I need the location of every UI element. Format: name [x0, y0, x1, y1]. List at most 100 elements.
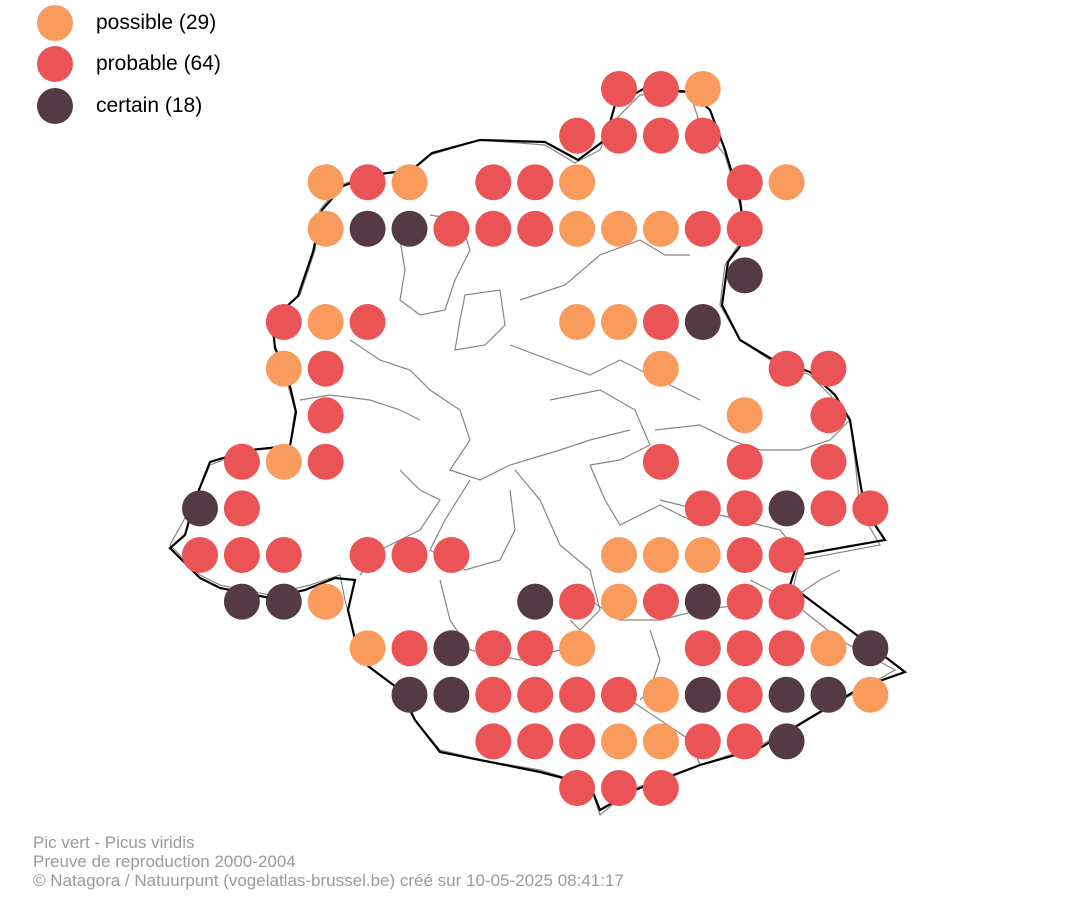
dot-possible [559, 630, 596, 667]
commune-boundary [514, 469, 601, 631]
dot-probable [601, 770, 637, 806]
dot-possible [684, 71, 721, 107]
dot-probable [684, 630, 721, 667]
legend-label-probable: probable (64) [96, 52, 221, 76]
map-caption: Pic vert - Picus viridis Preuve de repro… [33, 833, 624, 890]
dot-possible [768, 164, 805, 201]
dot-probable [684, 117, 721, 154]
dot-probable [601, 676, 637, 713]
dot-probable [601, 117, 637, 154]
dot-certain [433, 676, 470, 713]
dot-probable [265, 304, 302, 340]
dot-certain [684, 304, 721, 340]
dot-possible [601, 723, 637, 760]
dot-certain [265, 583, 302, 620]
dot-probable [349, 304, 386, 340]
dot-possible [642, 676, 679, 713]
legend-swatch-probable [37, 46, 73, 83]
dot-probable [642, 443, 679, 480]
dot-probable [517, 723, 554, 760]
dot-certain [349, 210, 386, 247]
dot-probable [517, 630, 554, 667]
legend-label-possible: possible (29) [96, 10, 217, 34]
commune-boundary [519, 239, 690, 301]
caption-credit: © Natagora / Natuurpunt (vogelatlas-brus… [33, 871, 624, 890]
dot-probable [642, 304, 679, 340]
dot-possible [810, 630, 847, 667]
commune-boundary [589, 464, 691, 526]
legend-item-probable: probable (64) [37, 44, 221, 86]
dot-probable [726, 537, 763, 573]
dot-probable [223, 490, 260, 527]
legend: possible (29) probable (64) certain (18) [37, 2, 221, 127]
dot-probable [307, 350, 344, 387]
legend-swatch-possible [37, 4, 73, 41]
commune-boundary [449, 409, 631, 481]
commune-boundary [429, 479, 516, 571]
dot-probable [684, 723, 721, 760]
commune-boundary [349, 339, 461, 411]
dot-possible [307, 164, 344, 201]
dot-probable [559, 676, 596, 713]
dot-possible [601, 537, 637, 573]
dot-possible [684, 537, 721, 573]
dot-certain [684, 676, 721, 713]
dot-probable [852, 490, 889, 527]
commune-boundary [454, 289, 506, 351]
commune-boundary [654, 419, 851, 451]
dot-possible [265, 350, 302, 387]
legend-swatch-certain [37, 87, 73, 124]
caption-subtitle: Preuve de reproduction 2000-2004 [33, 852, 296, 871]
dot-probable [517, 210, 554, 247]
dot-probable [726, 210, 763, 247]
dot-probable [307, 397, 344, 434]
dot-certain [433, 630, 470, 667]
dot-probable [349, 537, 386, 573]
dot-possible [642, 350, 679, 387]
dot-probable [559, 583, 596, 620]
dot-probable [475, 630, 512, 667]
dot-probable [475, 210, 512, 247]
dot-certain [684, 583, 721, 620]
dot-probable [475, 676, 512, 713]
dot-possible [642, 210, 679, 247]
dot-certain [182, 490, 218, 527]
dot-certain [223, 583, 260, 620]
dot-certain [768, 723, 805, 760]
dot-probable [182, 537, 218, 573]
dot-probable [810, 397, 847, 434]
dot-probable [642, 117, 679, 154]
legend-item-certain: certain (18) [37, 85, 221, 127]
dot-probable [559, 117, 596, 154]
dot-possible [559, 164, 596, 201]
dot-possible [642, 723, 679, 760]
dot-certain [768, 490, 805, 527]
dot-probable [559, 770, 596, 806]
dot-probable [517, 164, 554, 201]
dot-possible [559, 304, 596, 340]
dot-probable [726, 676, 763, 713]
dot-certain [517, 583, 554, 620]
dot-certain [768, 676, 805, 713]
dot-possible [726, 397, 763, 434]
dot-probable [601, 71, 637, 107]
dot-probable [726, 630, 763, 667]
dot-probable [726, 164, 763, 201]
dot-probable [223, 443, 260, 480]
dot-probable [810, 350, 847, 387]
dot-certain [391, 676, 428, 713]
dot-probable [726, 443, 763, 480]
dot-probable [768, 630, 805, 667]
dot-probable [726, 723, 763, 760]
dot-possible [265, 443, 302, 480]
dot-certain [810, 676, 847, 713]
dot-probable [433, 210, 470, 247]
dot-probable [349, 164, 386, 201]
commune-boundary [299, 394, 421, 421]
dot-possible [307, 304, 344, 340]
dot-probable [223, 537, 260, 573]
dot-probable [559, 723, 596, 760]
dot-possible [601, 210, 637, 247]
commune-boundary [749, 569, 841, 601]
